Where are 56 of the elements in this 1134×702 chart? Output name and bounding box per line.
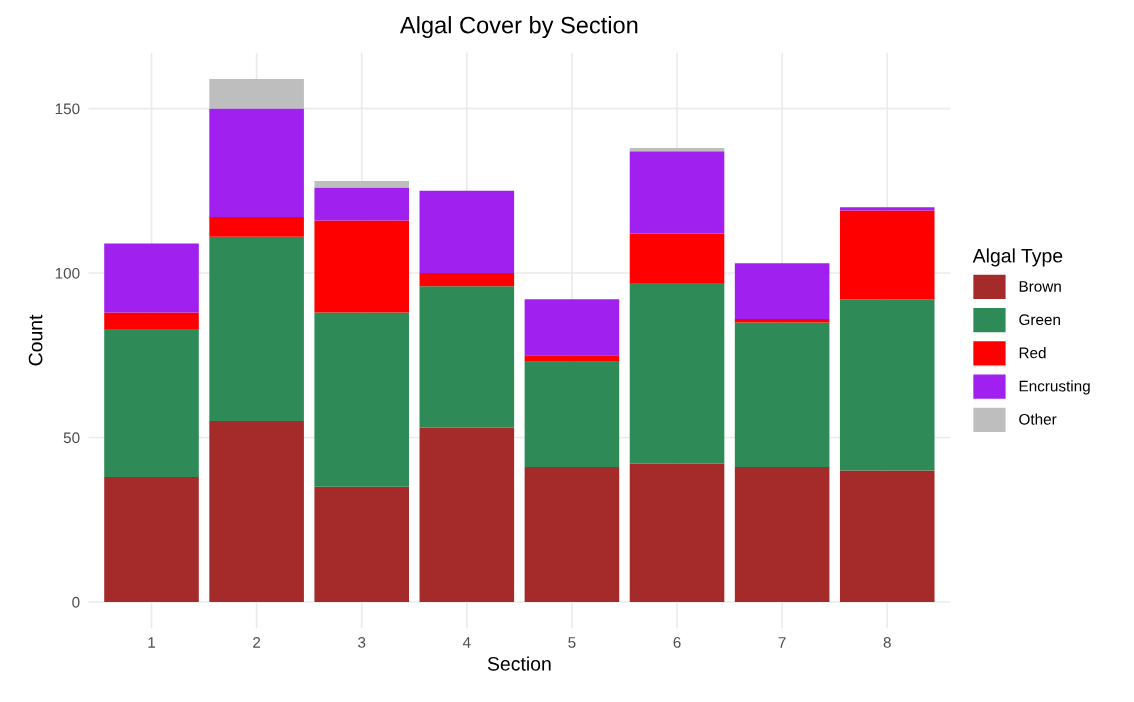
y-tick-label: 0 — [72, 596, 80, 608]
x-tick-label: 4 — [462, 637, 471, 648]
x-tick-label: 6 — [673, 637, 681, 648]
bar — [104, 476, 199, 602]
bar — [314, 180, 410, 188]
x-tick-label: 2 — [253, 637, 261, 648]
x-tick-label: 1 — [148, 637, 156, 648]
bar — [209, 421, 304, 602]
bar — [314, 187, 410, 221]
bar — [629, 233, 725, 283]
bar — [209, 236, 304, 422]
bar — [209, 108, 304, 218]
bar — [209, 78, 304, 109]
x-axis-title: Section — [487, 656, 551, 671]
bar — [629, 148, 725, 152]
bar — [734, 322, 830, 468]
bar — [314, 220, 410, 313]
bar — [734, 263, 830, 320]
legend-label: Encrusting — [1019, 380, 1090, 395]
bar — [314, 486, 410, 602]
x-tick-label: 5 — [568, 637, 576, 648]
bar — [839, 299, 935, 471]
x-tick-label: 7 — [778, 637, 786, 648]
legend-label: Red — [1019, 347, 1046, 359]
bar — [104, 243, 199, 313]
bar — [734, 319, 830, 323]
legend-label: Brown — [1019, 281, 1061, 292]
bar — [524, 361, 620, 468]
bar — [209, 217, 304, 237]
bar — [734, 467, 830, 602]
x-tick-label: 8 — [883, 637, 891, 648]
bar — [104, 312, 199, 329]
legend-label: Green — [1019, 314, 1060, 326]
bar — [104, 328, 199, 477]
bar — [629, 463, 725, 602]
chart-title: Algal Cover by Section — [400, 16, 638, 39]
legend-title: Algal Type — [972, 248, 1063, 267]
x-tick-label: 3 — [358, 637, 366, 648]
bar — [524, 299, 620, 356]
bar — [419, 273, 515, 287]
bar — [524, 467, 620, 602]
legend-label: Other — [1019, 413, 1057, 425]
bar — [419, 427, 515, 602]
bar — [419, 190, 515, 274]
bar — [629, 282, 725, 464]
bar — [839, 210, 935, 300]
bar — [629, 151, 725, 234]
y-tick-label: 100 — [55, 267, 80, 279]
bar — [419, 286, 515, 428]
bar — [839, 470, 935, 602]
y-tick-label: 150 — [55, 103, 80, 115]
bar — [839, 207, 935, 211]
bar — [314, 312, 410, 487]
y-tick-label: 50 — [63, 432, 80, 444]
bar — [524, 355, 620, 362]
y-axis-title: Count — [28, 314, 43, 366]
